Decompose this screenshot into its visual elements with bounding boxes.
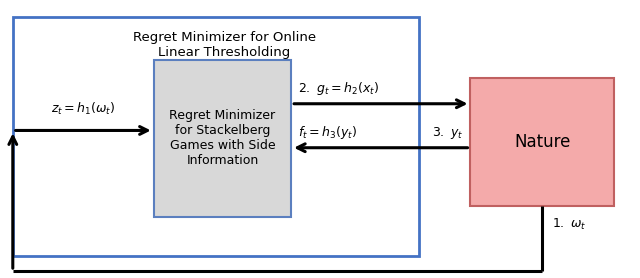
Text: $3.\ y_t$: $3.\ y_t$ [433, 125, 464, 141]
Text: $z_t = h_1(\omega_t)$: $z_t = h_1(\omega_t)$ [51, 100, 115, 116]
Text: Regret Minimizer
for Stackelberg
Games with Side
Information: Regret Minimizer for Stackelberg Games w… [170, 109, 275, 167]
Text: Nature: Nature [514, 133, 571, 151]
Text: $f_t = h_3(y_t)$: $f_t = h_3(y_t)$ [298, 124, 357, 141]
Bar [154, 60, 291, 217]
Text: $2.\ g_t = h_2(x_t)$: $2.\ g_t = h_2(x_t)$ [298, 80, 379, 97]
Text: $1.\ \omega_t$: $1.\ \omega_t$ [552, 217, 587, 232]
Text: Regret Minimizer for Online
Linear Thresholding: Regret Minimizer for Online Linear Thres… [132, 31, 316, 59]
Bar [13, 17, 419, 256]
Bar [470, 78, 614, 206]
